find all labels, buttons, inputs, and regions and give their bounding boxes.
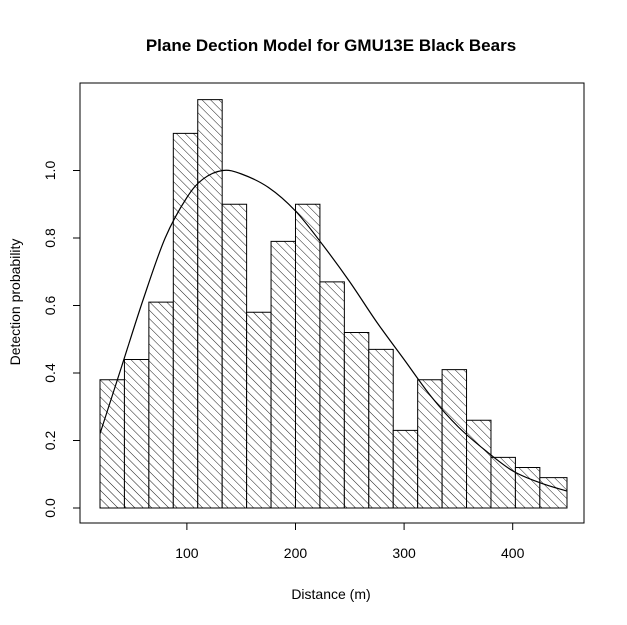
detection-curve-group [99, 169, 568, 492]
x-axis-label: Distance (m) [291, 586, 370, 602]
y-tick-label: 1.0 [42, 161, 58, 181]
histogram-bar [441, 369, 468, 509]
histogram-bar [417, 379, 443, 509]
x-tick-label: 400 [501, 545, 525, 561]
x-tick-label: 200 [284, 545, 308, 561]
histogram-bar [148, 301, 174, 509]
histogram-bar [172, 132, 199, 509]
chart-title: Plane Dection Model for GMU13E Black Bea… [146, 36, 516, 55]
y-tick-label: 0.0 [42, 498, 58, 518]
x-tick-label: 100 [175, 545, 199, 561]
y-axis: 0.0 0.2 0.4 0.6 0.8 1.0 [42, 161, 81, 518]
histogram-bar [99, 379, 125, 509]
histogram-bar [539, 477, 568, 509]
x-axis: 100 200 300 400 [175, 522, 525, 561]
histogram-bar [197, 99, 223, 509]
histogram-bar [246, 311, 272, 509]
y-tick-label: 0.6 [42, 296, 58, 316]
detection-curve [99, 169, 568, 492]
histogram-bar [392, 429, 419, 509]
histogram-bar [368, 348, 394, 509]
histogram-bar [343, 332, 370, 509]
y-tick-label: 0.8 [42, 228, 58, 248]
histogram-bar [123, 359, 150, 509]
y-tick-label: 0.2 [42, 431, 58, 451]
histogram-bar [270, 240, 296, 509]
histogram-bar [490, 456, 516, 509]
y-axis-label: Detection probability [7, 239, 23, 366]
histogram-bar [294, 203, 321, 509]
histogram-bar [319, 281, 345, 509]
y-tick-label: 0.4 [42, 363, 58, 383]
x-tick-label: 300 [392, 545, 416, 561]
histogram-bar [466, 419, 492, 509]
histogram-bar [221, 203, 248, 509]
bars-group [99, 99, 568, 509]
